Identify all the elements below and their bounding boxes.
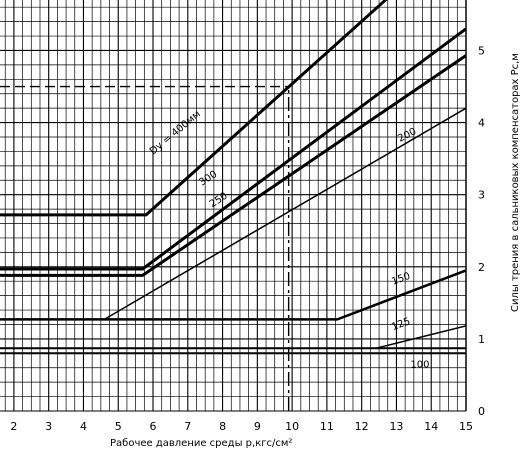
series-line-250: [0, 54, 467, 277]
x-tick-label: 6: [150, 420, 157, 433]
x-tick-label: 9: [254, 420, 261, 433]
series-line-200: [103, 107, 467, 321]
series-line-dy-400мм: [0, 0, 388, 217]
series-line-300: [0, 27, 467, 271]
x-tick-label: 2: [10, 420, 17, 433]
x-tick-label: 10: [285, 420, 299, 433]
x-tick-labels: 2 3 4 5 6 7 8 9 10 11 12 13 14 15: [10, 420, 473, 433]
y-tick-label: 4: [478, 117, 485, 130]
y-tick-labels: 0 1 2 3 4 5: [478, 44, 485, 418]
x-tick-label: 5: [115, 420, 122, 433]
x-tick-label: 14: [424, 420, 438, 433]
chart-series: [0, 0, 467, 355]
y-tick-label: 2: [478, 261, 485, 274]
y-tick-label: 1: [478, 333, 485, 346]
series-label: Dy = 400мм: [148, 109, 203, 158]
y-tick-label: 3: [478, 189, 485, 202]
x-tick-label: 11: [320, 420, 334, 433]
x-tick-label: 7: [184, 420, 191, 433]
y-tick-label: 5: [478, 44, 485, 57]
x-tick-label: 12: [355, 420, 369, 433]
chart-grid: [0, 0, 467, 412]
series-label: 150: [390, 271, 412, 288]
x-tick-label: 4: [80, 420, 87, 433]
x-tick-label: 13: [389, 420, 403, 433]
series-label: 100: [410, 360, 429, 371]
series-line-125: [375, 325, 467, 350]
reference-lines: [0, 85, 290, 411]
x-tick-label: 8: [219, 420, 226, 433]
y-tick-label: 0: [478, 405, 485, 418]
series-label: 125: [390, 316, 412, 333]
series-label: 300: [197, 169, 219, 189]
x-tick-label: 3: [45, 420, 52, 433]
x-axis-label: Рабочее давление среды р,кгс/см²: [110, 438, 292, 449]
series-line-150: [0, 269, 467, 321]
x-tick-label: 15: [459, 420, 473, 433]
y-axis-label: Силы трения в сальниковых компенсаторах …: [510, 53, 521, 312]
